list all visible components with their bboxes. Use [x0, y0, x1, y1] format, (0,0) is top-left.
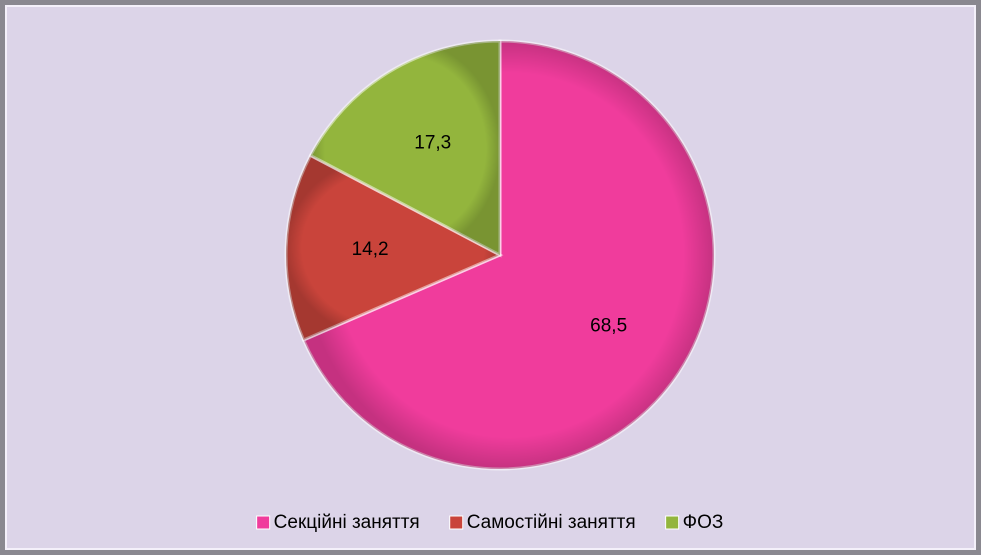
legend-marker: [449, 515, 464, 530]
data-label: 14,2: [352, 239, 389, 260]
legend-label: Самостійні заняття: [467, 512, 636, 533]
slice-shade: [303, 41, 715, 469]
data-label: 17,3: [414, 133, 451, 154]
legend-marker: [665, 515, 680, 530]
legend-marker: [256, 515, 271, 530]
data-label: 68,5: [590, 315, 627, 336]
legend-label: ФОЗ: [683, 512, 724, 533]
slice-shade: [286, 155, 500, 340]
slice-shade: [310, 41, 500, 255]
legend-label: Секційні заняття: [274, 512, 420, 533]
legend: Секційні заняття Самостійні заняття ФОЗ: [256, 512, 724, 533]
pie: 68,5 14,2 17,3: [284, 39, 716, 471]
